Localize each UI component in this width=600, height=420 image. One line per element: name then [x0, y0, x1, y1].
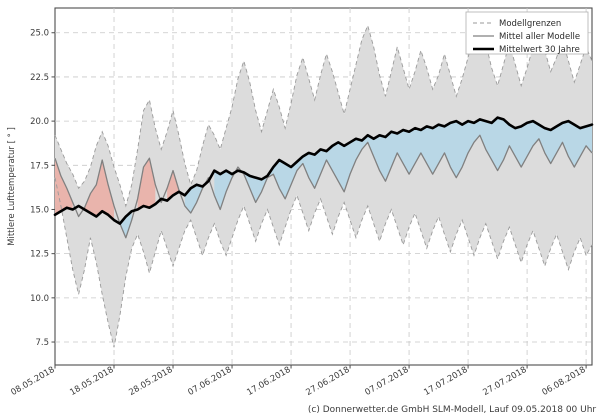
y-axis-tick-labels: 7.5 10.0 12.5 15.0 17.5 20.0 22.5 25.0: [30, 29, 49, 348]
y-axis-title: Mittlere Lufttemperatur [ ° ]: [7, 127, 17, 246]
series-layer: [53, 20, 594, 348]
legend-label: Mittelwert 30 Jahre: [499, 45, 580, 55]
legend-label: Mittel aller Modelle: [499, 32, 580, 42]
chart-legend: Modellgrenzen Mittel aller Modelle Mittelw…: [465, 11, 589, 55]
chart-caption: (c) Donnerwetter.de GmbH SLM-Modell, Lau…: [308, 405, 597, 415]
y-tick-label: 22.5: [30, 73, 49, 83]
tick-marks: [51, 32, 587, 369]
y-tick-label: 12.5: [30, 250, 49, 260]
y-tick-label: 20.0: [30, 117, 49, 127]
y-tick-label: 15.0: [30, 205, 49, 215]
legend-label: Modellgrenzen: [499, 19, 561, 29]
y-tick-label: 7.5: [35, 338, 49, 348]
y-tick-label: 25.0: [30, 29, 49, 39]
y-tick-label: 10.0: [30, 294, 49, 304]
y-tick-label: 17.5: [30, 161, 49, 171]
